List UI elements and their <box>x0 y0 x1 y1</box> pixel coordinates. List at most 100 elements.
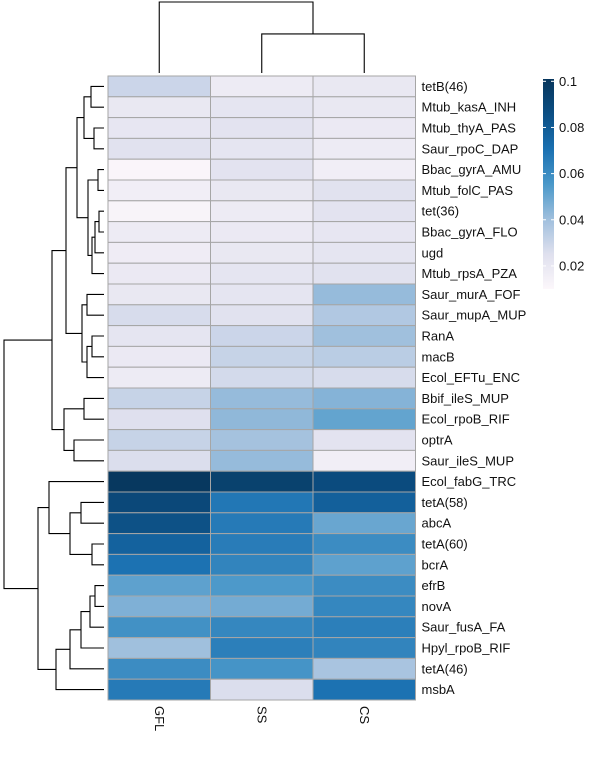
heatmap-cell <box>210 345 314 368</box>
heatmap-cell <box>210 200 314 223</box>
heatmap-cell <box>107 179 211 202</box>
heatmap-cell <box>210 117 314 139</box>
row-label: optrA <box>422 433 453 448</box>
dendrogram-branch <box>80 611 104 649</box>
dendrogram-branch <box>90 85 104 108</box>
heatmap-cell <box>312 262 416 285</box>
heatmap-cell <box>312 179 416 202</box>
dendrogram-branch <box>91 236 104 275</box>
dendrogram-branch <box>86 345 104 379</box>
heatmap-cell <box>210 366 314 389</box>
heatmap-cell <box>312 345 416 368</box>
heatmap-cell <box>107 616 211 639</box>
row-label: novA <box>422 599 452 614</box>
heatmap-cell <box>107 241 211 264</box>
heatmap-cell <box>312 304 416 327</box>
heatmap-cell <box>210 678 314 701</box>
dendrogram-branch <box>86 293 104 316</box>
heatmap-cell <box>210 595 314 618</box>
dendrogram-branch <box>261 33 365 73</box>
row-label: efrB <box>422 578 446 593</box>
heatmap-cell <box>210 137 314 160</box>
color-legend: 0.02 0.04 0.06 0.08 0.1 <box>543 74 584 289</box>
heatmap-cell <box>107 137 211 160</box>
dendrogram-branch <box>69 629 104 670</box>
row-label: Ecol_rpoB_RIF <box>422 412 510 427</box>
colorbar-tick-label: 0.02 <box>559 258 584 273</box>
row-label: abcA <box>422 516 452 531</box>
heatmap-cell <box>210 657 314 680</box>
heatmap-cell <box>312 408 416 431</box>
heatmap-cell <box>107 491 211 514</box>
heatmap-cell <box>210 262 314 285</box>
heatmap-cell <box>312 200 416 223</box>
heatmap-cell <box>312 96 416 119</box>
dendrogram-branch <box>48 481 104 535</box>
heatmap-cell <box>107 429 211 451</box>
row-label: tetB(46) <box>422 79 468 94</box>
heatmap-cell <box>107 678 211 701</box>
heatmap-cell <box>210 325 314 347</box>
heatmap-cell <box>107 262 211 285</box>
row-labels: tetB(46) Mtub_kasA_INH Mtub_thyA_PAS Saur_r… <box>422 79 527 697</box>
heatmap-cell <box>210 512 314 535</box>
dendrogram-branch <box>83 397 104 420</box>
heatmap-cell <box>312 491 416 514</box>
heatmap-cell <box>312 574 416 597</box>
row-label: macB <box>422 349 455 364</box>
dendrogram-branch <box>76 117 88 219</box>
heatmap-cell <box>210 158 314 181</box>
dendrogram-branch <box>83 96 94 139</box>
heatmap-cell <box>312 137 416 160</box>
row-dendrogram <box>3 85 104 691</box>
row-label: Mtub_kasA_INH <box>422 100 517 115</box>
heatmap-cell <box>107 158 211 181</box>
row-label: tetA(58) <box>422 495 468 510</box>
row-label: ugd <box>422 245 444 260</box>
heatmap-cell <box>210 179 314 202</box>
heatmap-cell <box>107 449 211 472</box>
heatmap-cell <box>210 304 314 327</box>
row-label: Bbif_ileS_MUP <box>422 391 509 406</box>
heatmap-cell <box>107 553 211 576</box>
column-label: CS <box>357 706 372 724</box>
dendrogram-branch <box>94 585 104 607</box>
heatmap-cell <box>312 241 416 264</box>
heatmap-cell <box>107 345 211 368</box>
dendrogram-branch <box>158 1 314 73</box>
row-label: tet(36) <box>422 204 460 219</box>
heatmap-cell <box>312 616 416 639</box>
row-label: RanA <box>422 329 455 344</box>
row-label: Mtub_thyA_PAS <box>422 121 517 136</box>
heatmap-cell <box>312 325 416 347</box>
heatmap-cell <box>107 408 211 431</box>
heatmap-cell <box>210 387 314 410</box>
row-label: bcrA <box>422 557 449 572</box>
heatmap-cell <box>312 117 416 139</box>
column-label: GFL <box>152 706 167 731</box>
colorbar-tick-label: 0.04 <box>559 212 584 227</box>
dendrogram-branch <box>65 167 82 334</box>
heatmap-cells <box>107 75 416 701</box>
heatmap-cell <box>312 657 416 680</box>
dendrogram-branch <box>73 439 104 462</box>
row-label: Saur_murA_FOF <box>422 287 521 302</box>
heatmap-cell <box>107 657 211 680</box>
row-label: Bbac_gyrA_AMU <box>422 162 522 177</box>
dendrogram-branch <box>37 507 56 670</box>
heatmap-cell <box>107 325 211 347</box>
row-label: Hpyl_rpoB_RIF <box>422 641 511 656</box>
column-labels: GFL SS CS <box>152 706 372 731</box>
dendrogram-branch <box>80 501 104 524</box>
row-label: Bbac_gyrA_FLO <box>422 225 518 240</box>
row-label: msbA <box>422 682 456 697</box>
heatmap-cell <box>107 533 211 555</box>
heatmap-cell <box>210 408 314 431</box>
heatmap-cell <box>210 96 314 119</box>
heatmap-cell <box>312 512 416 535</box>
heatmap-cell <box>312 637 416 659</box>
column-label: SS <box>254 706 269 724</box>
colorbar-gradient <box>543 79 554 289</box>
heatmap-cell <box>312 449 416 472</box>
